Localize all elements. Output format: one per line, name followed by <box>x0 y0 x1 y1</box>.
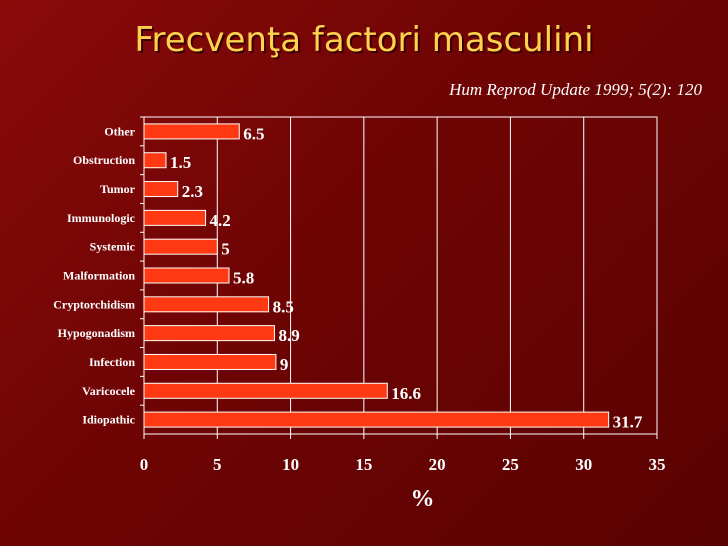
x-tick-label: 5 <box>213 455 222 474</box>
bar <box>143 152 167 169</box>
value-label: 16.6 <box>391 384 421 403</box>
bar <box>143 238 218 255</box>
value-label: 6.5 <box>243 124 264 143</box>
value-label: 31.7 <box>613 413 643 432</box>
bar <box>143 123 240 140</box>
category-label: Malformation <box>63 269 135 283</box>
category-label: Obstruction <box>73 153 135 167</box>
category-label: Hypogonadism <box>58 326 135 340</box>
value-label: 8.5 <box>273 297 294 316</box>
value-label: 2.3 <box>182 182 203 201</box>
category-label: Varicocele <box>82 384 136 398</box>
bar <box>143 382 388 399</box>
x-axis-title: % <box>411 486 435 512</box>
x-tick-label: 25 <box>502 455 519 474</box>
bar <box>143 411 610 428</box>
value-label: 5.8 <box>233 269 254 288</box>
category-label: Idiopathic <box>82 413 135 427</box>
bars-layer <box>143 123 610 428</box>
bar <box>143 353 277 370</box>
grid-layer <box>143 116 658 435</box>
slide-title: Frecvenţa factori masculini <box>134 20 594 60</box>
x-tick-label: 20 <box>429 455 446 474</box>
bar <box>143 267 230 284</box>
bar <box>143 325 275 342</box>
category-label: Other <box>104 124 135 138</box>
x-tick-label: 10 <box>282 455 299 474</box>
value-label: 4.2 <box>210 211 231 230</box>
bar <box>143 181 179 198</box>
category-label: Cryptorchidism <box>53 297 135 311</box>
x-tick-label: 30 <box>575 455 592 474</box>
value-label: 8.9 <box>278 326 299 345</box>
x-tick-label: 15 <box>355 455 372 474</box>
value-label: 1.5 <box>170 153 191 172</box>
labels-layer: Other 6.5 Obstruction 1.5 Tumor 2.3 Immunologi… <box>53 124 643 431</box>
citation: Hum Reprod Update 1999; 5(2): 120 <box>449 80 702 99</box>
bar <box>143 296 270 313</box>
value-label: 9 <box>280 355 289 374</box>
category-label: Tumor <box>100 182 136 196</box>
category-label: Immunologic <box>67 211 136 225</box>
x-tick-label: 35 <box>649 455 666 474</box>
value-label: 5 <box>221 240 230 259</box>
category-label: Systemic <box>90 240 136 254</box>
bar <box>143 209 207 226</box>
axis-layer: 0 5 10 15 20 25 30 35% <box>140 116 666 512</box>
x-tick-label: 0 <box>140 455 149 474</box>
category-label: Infection <box>89 355 135 369</box>
